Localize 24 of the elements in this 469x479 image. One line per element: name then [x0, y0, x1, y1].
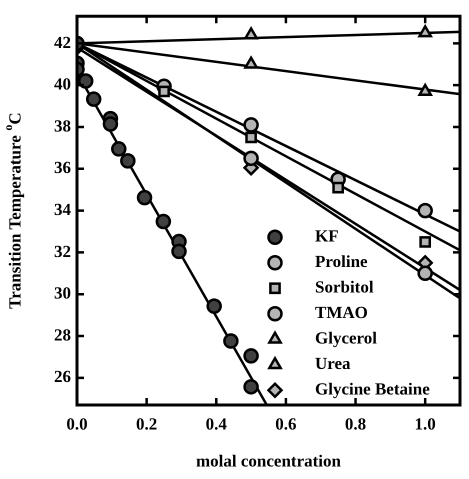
x-axis-title: molal concentration — [196, 451, 342, 470]
y-tick-label: 38 — [54, 116, 71, 136]
y-tick-label: 36 — [54, 158, 71, 178]
y-tick-label: 26 — [54, 367, 71, 386]
legend-label: Glycine Betaine — [315, 380, 430, 399]
legend-label: Urea — [315, 354, 352, 374]
y-tick-label: 32 — [54, 242, 71, 261]
x-tick-label: 0.2 — [136, 414, 158, 434]
x-tick-label: 0.4 — [206, 414, 228, 434]
legend-label: Sorbitol — [315, 278, 374, 297]
legend-label: Proline — [315, 252, 368, 272]
legend-label: Glycerol — [315, 328, 378, 348]
x-tick-label: 1.0 — [414, 414, 436, 434]
x-tick-label: 0.8 — [344, 414, 366, 434]
y-axis-title: Transition Temperature oC — [1, 112, 24, 309]
y-tick-label: 28 — [54, 325, 71, 344]
legend-label: KF — [315, 226, 339, 246]
x-tick-label: 0.0 — [66, 414, 88, 434]
y-tick-label: 30 — [54, 284, 71, 303]
y-tick-label: 42 — [54, 32, 71, 52]
legend-label: TMAO — [315, 303, 368, 322]
x-tick-label: 0.6 — [275, 414, 297, 434]
y-tick-label: 34 — [54, 200, 72, 219]
y-tick-label: 40 — [54, 74, 71, 94]
